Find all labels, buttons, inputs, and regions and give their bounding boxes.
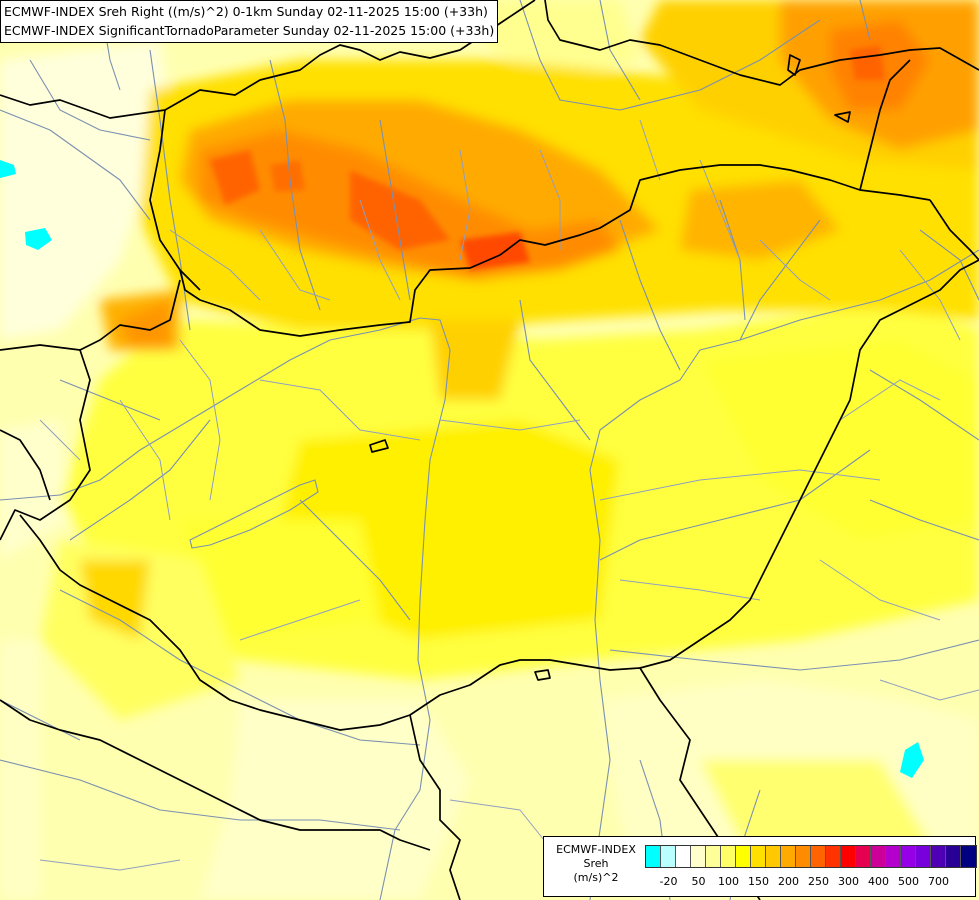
legend-tick-label: 100 [718,875,739,888]
legend-tick-label: -20 [659,875,678,888]
legend-swatch [781,846,796,867]
legend-swatch [751,846,766,867]
legend-tick-label: 500 [898,875,919,888]
admin-borders [39,119,979,871]
legend-tick-label: 50 [691,875,706,888]
legend-swatch [721,846,736,867]
legend-swatch [796,846,811,867]
legend-model: ECMWF-INDEX [556,843,636,856]
legend-swatch [856,846,871,867]
legend-swatch [931,846,946,867]
legend-swatch [646,846,661,867]
color-legend: ECMWF-INDEX Sreh (m/s)^2 -20 50 100 150 200 2… [543,836,977,897]
legend-tick-label: 300 [838,875,859,888]
legend-swatch [691,846,706,867]
legend-swatch [661,846,676,867]
legend-swatch [901,846,916,867]
legend-swatch [961,846,976,867]
legend-swatch [886,846,901,867]
map-title-box: ECMWF-INDEX Sreh Right ((m/s)^2) 0-1km S… [0,0,499,43]
legend-swatch [871,846,886,867]
legend-swatch [676,846,691,867]
legend-swatch [946,846,961,867]
legend-tick-label: 400 [868,875,889,888]
legend-variable: Sreh [583,857,609,870]
legend-swatch [766,846,781,867]
legend-swatch [841,846,856,867]
legend-tick-label: 250 [808,875,829,888]
legend-swatch [826,846,841,867]
legend-unit: (m/s)^2 [573,871,619,884]
legend-tick-label: 700 [928,875,949,888]
legend-color-scale [645,845,977,868]
legend-swatch [706,846,721,867]
legend-tick-label: 200 [778,875,799,888]
legend-swatch [736,846,751,867]
legend-ticks: -20 50 100 150 200 250 300 400 500 700 [645,875,975,889]
legend-labels: ECMWF-INDEX Sreh (m/s)^2 [548,843,644,885]
legend-swatch [811,846,826,867]
legend-tick-label: 150 [748,875,769,888]
title-line-stp: ECMWF-INDEX SignificantTornadoParameter … [4,23,495,38]
title-line-sreh: ECMWF-INDEX Sreh Right ((m/s)^2) 0-1km S… [4,4,488,19]
legend-swatch [916,846,931,867]
